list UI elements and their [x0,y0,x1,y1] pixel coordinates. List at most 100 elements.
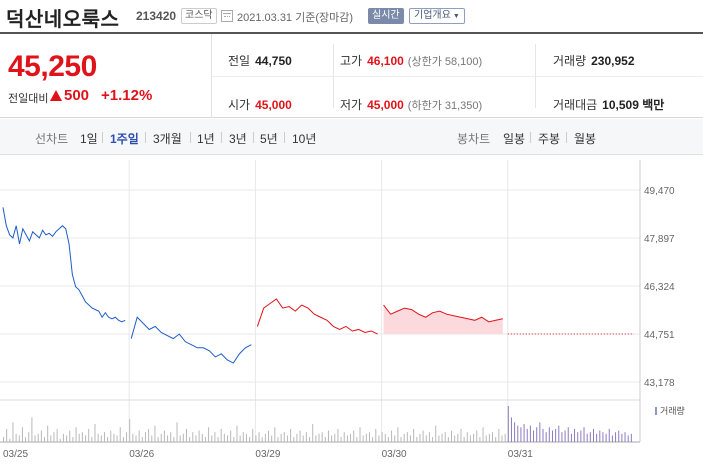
volume-bar [457,433,459,442]
volume-bar [252,428,254,442]
volume-bar [293,437,295,442]
volume-bar [132,433,134,442]
volume-bar [255,435,257,442]
volume-bar [365,433,367,442]
volume-bar [37,433,39,442]
divider [530,132,531,143]
volume-bar [397,427,399,442]
volume-bar [129,419,131,442]
volume-bar [290,428,292,442]
divider [102,132,103,143]
volume-bar [47,425,49,442]
volume-bar [447,437,449,442]
volume-bar [85,435,87,442]
volume-bar [482,427,484,442]
volume-bar [400,437,402,442]
volume-bar [59,438,61,442]
volume-bar [53,432,55,442]
period-5y[interactable]: 5년 [260,132,278,146]
candle-monthly[interactable]: 월봉 [574,132,597,146]
volume-bar [580,430,582,442]
volume-bar [460,428,462,442]
period-3m[interactable]: 3개월 [153,132,182,146]
period-3y[interactable]: 3년 [229,132,247,146]
volume-bar [353,430,355,442]
current-price: 45,250 [8,50,97,83]
volume-bar [163,430,165,442]
period-1w[interactable]: 1주일 [110,132,139,146]
volume-bar [223,433,225,442]
volume-bar [56,428,58,442]
volume-bar [533,430,535,442]
volume-bar [451,430,453,442]
volume-bar [15,433,17,442]
volume-bar [144,432,146,442]
period-1y[interactable]: 1년 [197,132,215,146]
volume-bar [242,432,244,442]
volume-bar [337,428,339,442]
company-overview-button[interactable]: 기업개요 ▼ [409,8,465,24]
volume-bar [621,433,623,442]
volume-bar [126,432,128,442]
candle-weekly[interactable]: 주봉 [538,132,561,146]
volume-bar [564,430,566,442]
volume-bar [78,433,80,442]
volume-bar [422,430,424,442]
period-1d[interactable]: 1일 [80,132,98,146]
row-divider [212,76,703,77]
x-tick-label: 03/29 [255,449,280,460]
volume-bar [340,437,342,442]
candle-daily[interactable]: 일봉 [503,132,526,146]
volume-bar [305,432,307,442]
volume-bar [107,437,109,442]
volume-bar [574,428,576,442]
volume-bar [548,427,550,442]
volume-bar [201,433,203,442]
volume-bar [384,433,386,442]
divider [284,132,285,143]
volume-bar [391,430,393,442]
divider [221,132,222,143]
volume-bar [100,435,102,442]
stat-value: 46,100 [367,54,404,68]
volume-bar [479,437,481,442]
volume-bar [551,430,553,442]
realtime-button[interactable]: 실시간 [368,8,404,24]
volume-bar [501,435,503,442]
volume-bar [91,437,93,442]
volume-bar [561,432,563,442]
volume-bar [12,422,14,442]
volume-bar [520,427,522,442]
volume-bar [498,428,500,442]
volume-bar [583,427,585,442]
stat-high: 고가 46,100 (상한가 58,100) [340,52,482,69]
volume-bar [176,422,178,442]
volume-bar [413,428,415,442]
volume-bar [375,428,377,442]
volume-bar [343,432,345,442]
volume-bar [599,430,601,442]
volume-bar [116,435,118,442]
chevron-down-icon: ▼ [452,13,460,20]
volume-bar [469,435,471,442]
volume-bar [570,433,572,442]
volume-bar [179,435,181,442]
period-10y[interactable]: 10년 [292,132,317,146]
volume-bar [28,432,30,442]
divider [190,132,191,143]
y-tick-label: 47,897 [644,234,675,245]
volume-bar [119,427,121,442]
x-axis-labels: 03/25 03/26 03/29 03/30 03/31 [3,449,533,460]
volume-bar [514,422,516,442]
stat-label: 고가 [340,54,363,68]
volume-bar [438,435,440,442]
volume-bar [507,406,509,442]
volume-bar [185,428,187,442]
volume-bar [271,435,273,442]
stock-header: 덕산네오룩스 213420 코스닥 2021.03.31 기준(장마감) 실시간… [0,0,703,32]
volume-bar [309,437,311,442]
volume-bar [44,437,46,442]
volume-bar [66,435,68,442]
price-series-line [256,298,378,335]
